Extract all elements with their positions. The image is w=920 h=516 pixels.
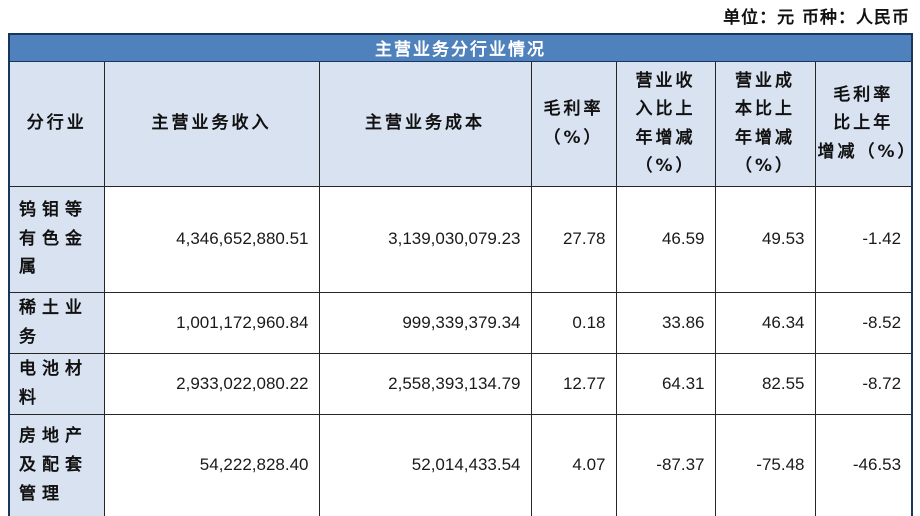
table-row: 房地产 及配套 管理 54,222,828.40 52,014,433.54 4…: [8, 413, 913, 516]
col-header-revenue: 主营业务收入: [103, 60, 320, 187]
cost-cell: 52,014,433.54: [318, 413, 532, 516]
table-title: 主营业务分行业情况: [8, 33, 913, 62]
industry-cell: 钨钼等 有色金 属: [8, 185, 105, 293]
table-title-row: 主营业务分行业情况: [8, 33, 913, 62]
gross-margin-cell: 0.18: [530, 291, 617, 354]
table-row: 电池材 料 2,933,022,080.22 2,558,393,134.79 …: [8, 352, 913, 415]
col-header-cost-yoy: 营业成 本比上 年增减 （%）: [714, 60, 816, 187]
col-header-industry: 分行业: [8, 60, 105, 187]
industry-cell: 电池材 料: [8, 352, 105, 415]
revenue-cell: 1,001,172,960.84: [103, 291, 320, 354]
revenue-cell: 54,222,828.40: [103, 413, 320, 516]
gross-margin-cell: 12.77: [530, 352, 617, 415]
revenue-cell: 4,346,652,880.51: [103, 185, 320, 293]
col-header-margin-yoy: 毛利率 比上年 增减（%）: [814, 60, 915, 187]
revenue-cell: 2,933,022,080.22: [103, 352, 320, 415]
cost-cell: 2,558,393,134.79: [318, 352, 532, 415]
cost-cell: 999,339,379.34: [318, 291, 532, 354]
col-header-gross-margin: 毛利率 （%）: [530, 60, 617, 187]
cost-yoy-cell: 49.53: [714, 185, 816, 293]
table-row: 稀土业 务 1,001,172,960.84 999,339,379.34 0.…: [8, 291, 913, 354]
col-header-cost: 主营业务成本: [318, 60, 532, 187]
industry-cell: 稀土业 务: [8, 291, 105, 354]
margin-yoy-cell: -8.52: [814, 291, 913, 354]
cost-yoy-cell: 82.55: [714, 352, 816, 415]
cost-yoy-cell: -75.48: [714, 413, 816, 516]
gross-margin-cell: 27.78: [530, 185, 617, 293]
margin-yoy-cell: -46.53: [814, 413, 913, 516]
revenue-yoy-cell: 64.31: [615, 352, 716, 415]
margin-yoy-cell: -8.72: [814, 352, 913, 415]
revenue-yoy-cell: 33.86: [615, 291, 716, 354]
gross-margin-cell: 4.07: [530, 413, 617, 516]
revenue-yoy-cell: 46.59: [615, 185, 716, 293]
cost-yoy-cell: 46.34: [714, 291, 816, 354]
industry-cell: 房地产 及配套 管理: [8, 413, 105, 516]
table-row: 钨钼等 有色金 属 4,346,652,880.51 3,139,030,079…: [8, 185, 913, 293]
unit-currency-label: 单位：元 币种：人民币: [723, 8, 910, 28]
industry-segment-table: 主营业务分行业情况 分行业 主营业务收入 主营业务成本 毛利率 （%） 营业收 …: [8, 33, 915, 516]
margin-yoy-cell: -1.42: [814, 185, 913, 293]
col-header-revenue-yoy: 营业收 入比上 年增减 （%）: [615, 60, 716, 187]
cost-cell: 3,139,030,079.23: [318, 185, 532, 293]
table-header-row: 分行业 主营业务收入 主营业务成本 毛利率 （%） 营业收 入比上 年增减 （%…: [8, 60, 915, 187]
revenue-yoy-cell: -87.37: [615, 413, 716, 516]
